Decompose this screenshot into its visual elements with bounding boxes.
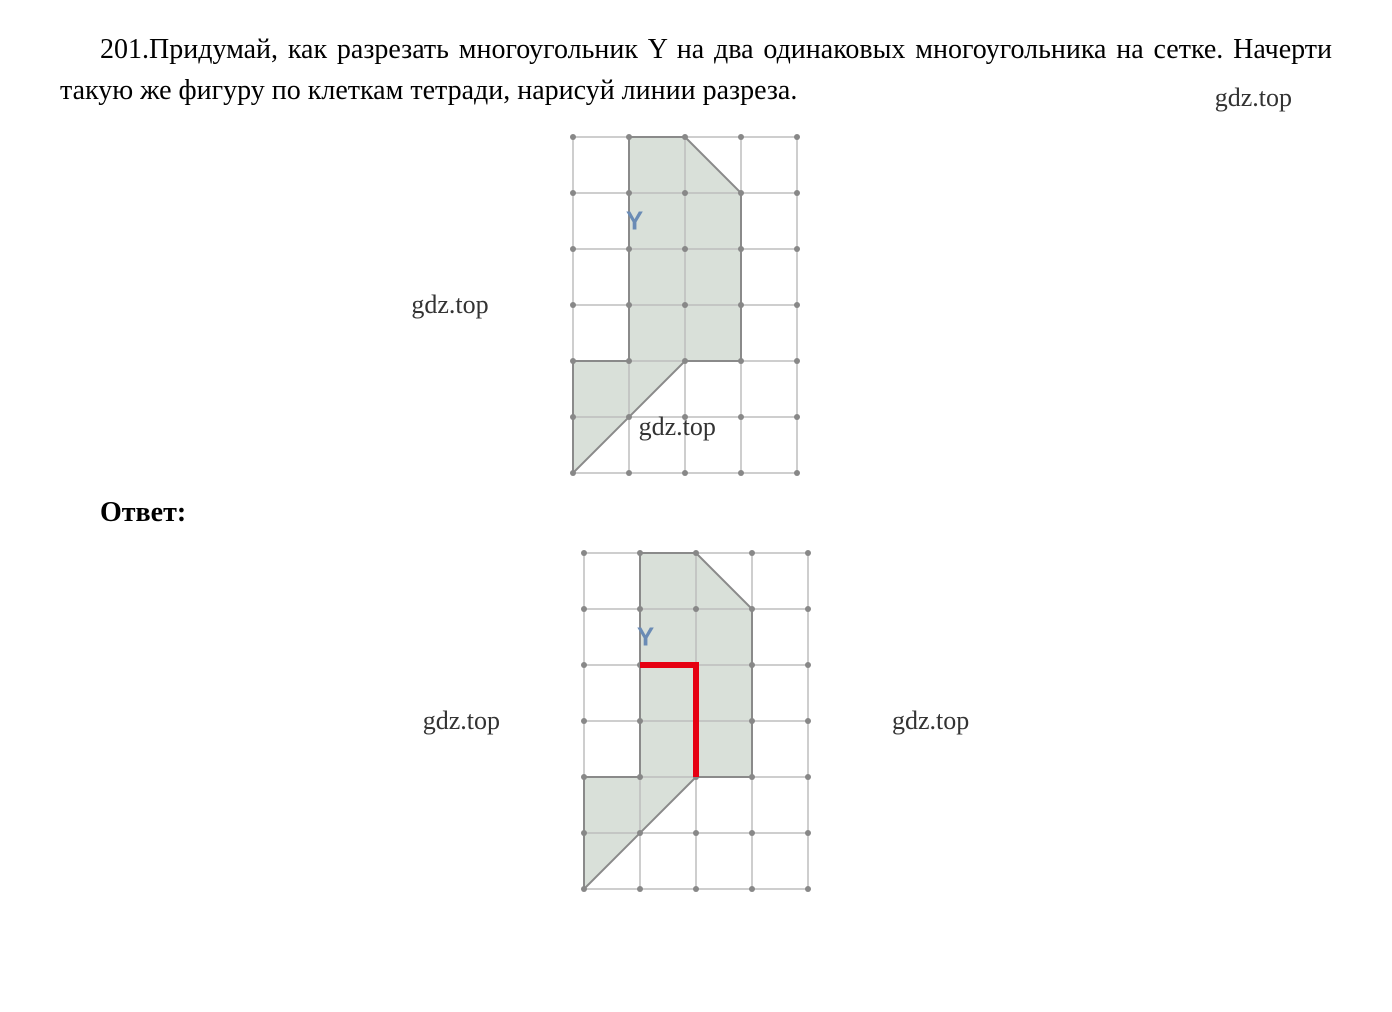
figure-original-row: gdz.top Y gdz.top [60,133,1332,477]
problem-number: 201. [100,34,149,65]
figure-answer: Y [580,549,812,893]
answer-label: Ответ: [100,497,1332,529]
problem-line3: нарисуй линии разреза. [517,75,797,106]
svg-text:Y: Y [637,622,654,652]
watermark-mid-left: gdz.top [411,290,488,320]
problem-line1: Придумай, как разрезать многоугольник Y … [149,34,905,65]
watermark-bottom-left: gdz.top [423,706,500,736]
svg-text:Y: Y [626,206,643,236]
figure-answer-row: gdz.top Y gdz.top [60,549,1332,893]
watermark-mid-center: gdz.top [639,412,716,442]
watermark-bottom-right: gdz.top [892,706,969,736]
figure-original: Y gdz.top [569,133,801,477]
